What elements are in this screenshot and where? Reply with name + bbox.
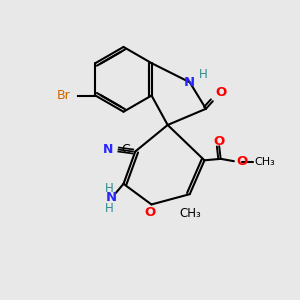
Text: O: O (214, 135, 225, 148)
Text: N: N (103, 143, 113, 156)
Text: CH₃: CH₃ (254, 157, 275, 167)
Text: H: H (105, 182, 114, 195)
Text: Br: Br (57, 89, 70, 102)
Text: CH₃: CH₃ (179, 206, 201, 220)
Text: H: H (199, 68, 207, 80)
Text: C: C (121, 143, 130, 156)
Text: N: N (184, 76, 195, 89)
Text: N: N (106, 191, 117, 205)
Text: O: O (144, 206, 156, 219)
Text: O: O (237, 155, 248, 168)
Text: H: H (105, 202, 114, 214)
Text: O: O (215, 86, 226, 99)
